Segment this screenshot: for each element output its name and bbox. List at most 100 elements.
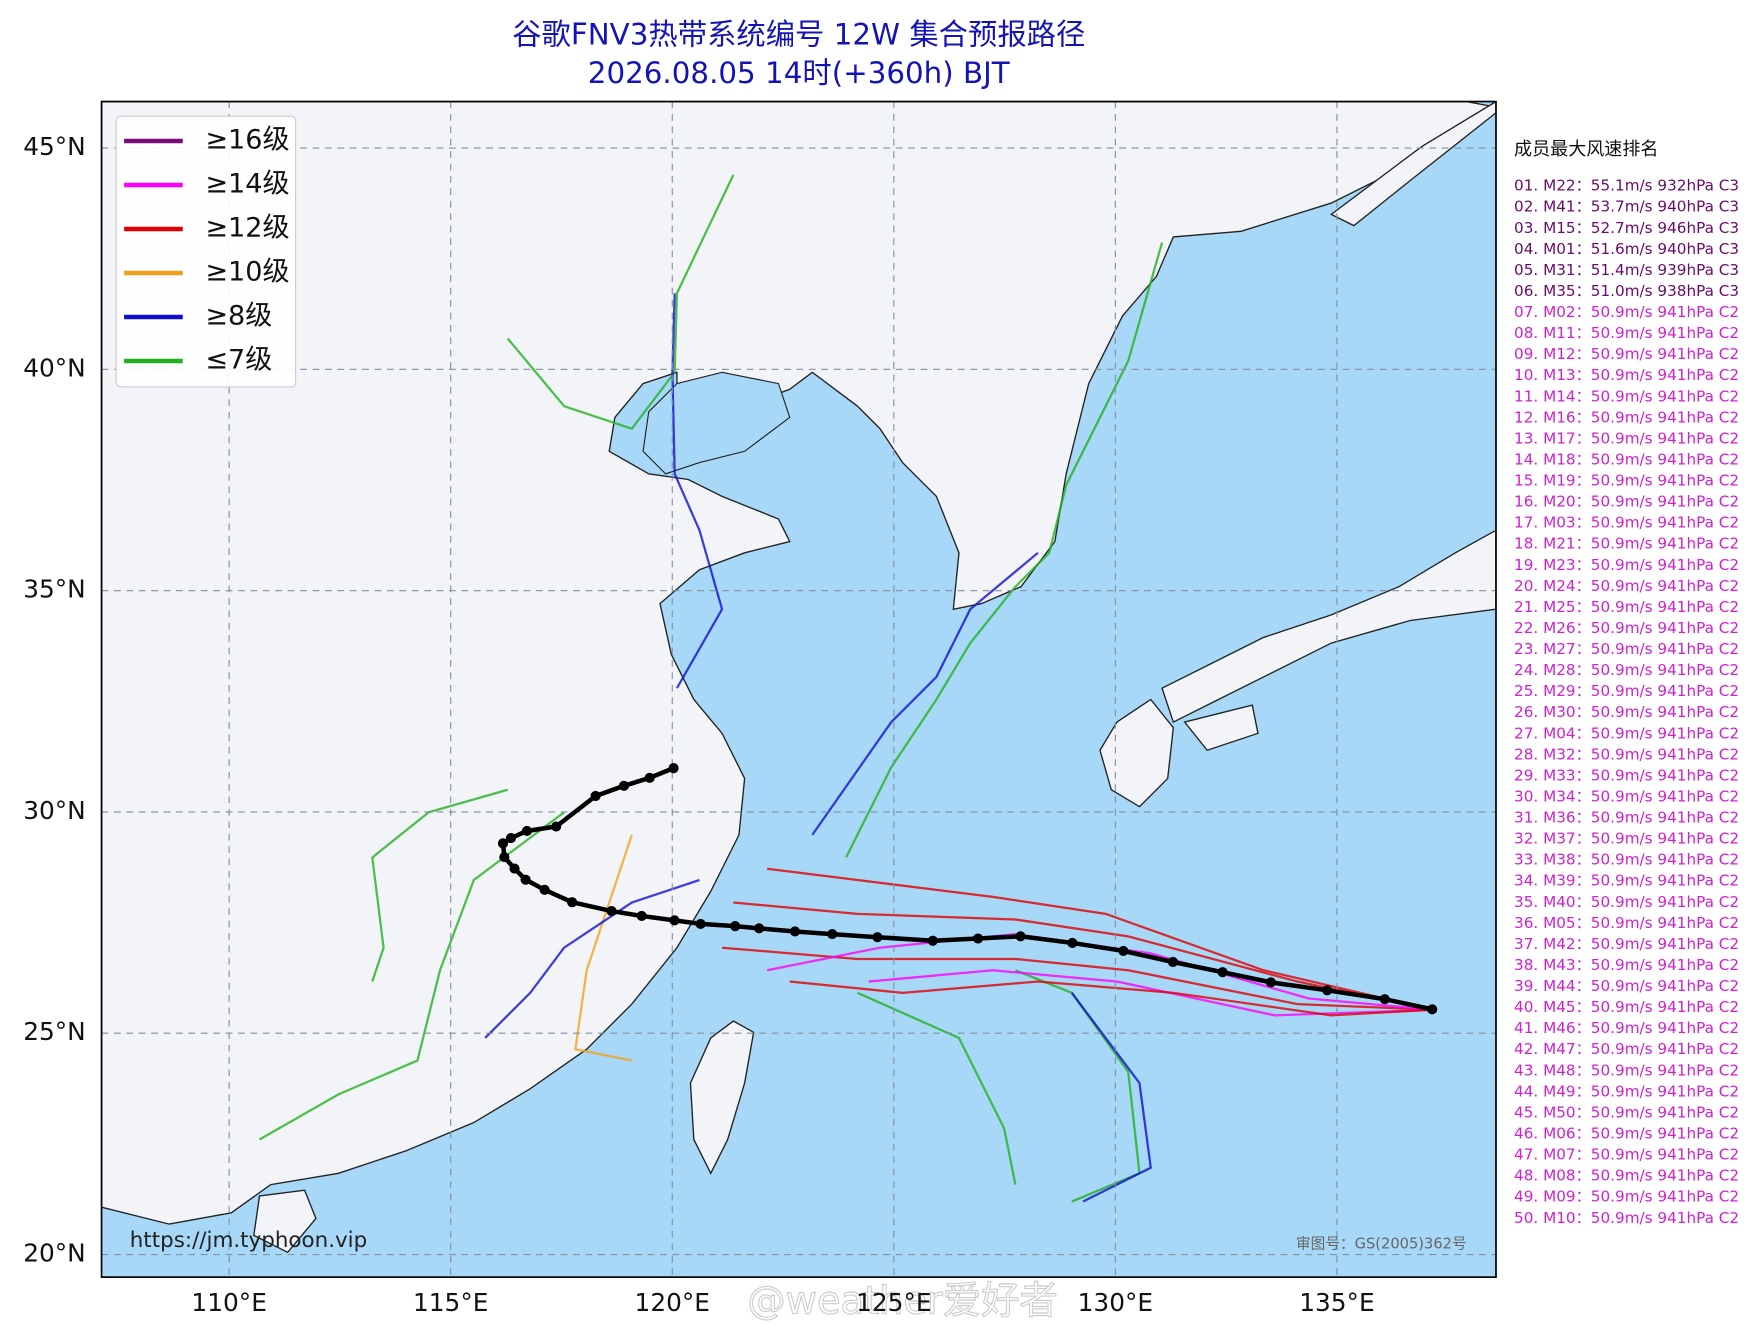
ranking-item: 09. M12：50.9m/s 941hPa C2 — [1514, 345, 1739, 363]
title: 谷歌FNV3热带系统编号 12W 集合预报路径 — [512, 18, 1085, 52]
ranking-item: 42. M47：50.9m/s 941hPa C2 — [1514, 1040, 1739, 1058]
mean-track-point — [606, 906, 617, 917]
mean-track-point — [668, 763, 679, 774]
mean-track-point — [551, 821, 562, 832]
decorative-tracks — [258, 174, 1434, 1203]
mean-track-point — [567, 897, 578, 908]
ranking-title: 成员最大风速排名 — [1514, 139, 1658, 160]
lat-tick-label: 45°N — [23, 132, 86, 161]
legend-label: ≥14级 — [205, 169, 289, 200]
ranking-item: 25. M29：50.9m/s 941hPa C2 — [1514, 682, 1739, 700]
lon-tick-label: 130°E — [1078, 1288, 1153, 1317]
ranking-item: 04. M01：51.6m/s 940hPa C3 — [1514, 240, 1739, 258]
ranking-item: 11. M14：50.9m/s 941hPa C2 — [1514, 387, 1739, 405]
mean-track-point — [827, 929, 838, 940]
legend-label: ≥8级 — [205, 301, 272, 332]
mean-track-point — [644, 772, 655, 783]
lon-tick-label: 125°E — [856, 1288, 931, 1317]
ranking-item: 13. M17：50.9m/s 941hPa C2 — [1514, 429, 1739, 447]
approval-number: 审图号：GS(2005)362号 — [1296, 1235, 1467, 1252]
mean-track-point — [539, 884, 550, 895]
lat-tick-label: 35°N — [23, 575, 86, 604]
mean-track-point — [669, 915, 680, 926]
subtitle: 2026.08.05 14时(+360h) BJT — [588, 56, 1010, 90]
mean-track-point — [872, 932, 883, 943]
ranking-item: 47. M07：50.9m/s 941hPa C2 — [1514, 1146, 1739, 1164]
mean-track-point — [1015, 931, 1026, 942]
ranking-item: 26. M30：50.9m/s 941hPa C2 — [1514, 703, 1739, 721]
ranking-item: 37. M42：50.9m/s 941hPa C2 — [1514, 935, 1739, 953]
ranking-item: 02. M41：53.7m/s 940hPa C3 — [1514, 198, 1739, 216]
mean-track-point — [509, 863, 520, 874]
ranking-item: 33. M38：50.9m/s 941hPa C2 — [1514, 851, 1739, 869]
ranking-item: 14. M18：50.9m/s 941hPa C2 — [1514, 450, 1739, 468]
ranking-item: 12. M16：50.9m/s 941hPa C2 — [1514, 408, 1739, 426]
mean-track-point — [1067, 937, 1078, 949]
lon-tick-label: 135°E — [1299, 1288, 1374, 1317]
ranking-item: 32. M37：50.9m/s 941hPa C2 — [1514, 830, 1739, 848]
lon-tick-label: 110°E — [191, 1288, 266, 1317]
lon-tick-label: 115°E — [413, 1288, 488, 1317]
ranking-item: 18. M21：50.9m/s 941hPa C2 — [1514, 535, 1739, 553]
mean-track-point — [695, 918, 706, 929]
mean-track-point — [1265, 977, 1276, 988]
ranking-item: 40. M45：50.9m/s 941hPa C2 — [1514, 998, 1739, 1016]
legend: ≥16级 ≥14级 ≥12级 ≥10级 ≥8级 ≤7级 — [115, 115, 297, 388]
mean-track-point — [730, 921, 741, 932]
mean-track-point — [1118, 945, 1129, 956]
mean-track-point — [505, 832, 517, 844]
ranking-item: 34. M39：50.9m/s 941hPa C2 — [1514, 872, 1739, 890]
mean-track-point — [1322, 985, 1333, 996]
taiwan — [689, 1020, 755, 1175]
mean-track-point — [789, 926, 801, 937]
ranking-item: 38. M43：50.9m/s 941hPa C2 — [1514, 956, 1739, 974]
mean-track-point — [754, 923, 765, 934]
ranking-item: 29. M33：50.9m/s 941hPa C2 — [1514, 766, 1739, 784]
ranking-list: 01. M22：55.1m/s 932hPa C3 02. M41：53.7m/s… — [1514, 177, 1739, 1227]
lat-tick-label: 30°N — [23, 796, 86, 825]
ranking-item: 50. M10：50.9m/s 941hPa C2 — [1514, 1209, 1739, 1227]
lat-tick-label: 25°N — [23, 1017, 86, 1046]
ranking-item: 35. M40：50.9m/s 941hPa C2 — [1514, 893, 1739, 911]
mean-track-point — [1427, 1004, 1438, 1015]
ranking-item: 21. M25：50.9m/s 941hPa C2 — [1514, 598, 1739, 616]
lon-tick-label: 120°E — [635, 1288, 710, 1317]
legend-label: ≤7级 — [205, 345, 272, 376]
mean-track-point — [499, 852, 510, 863]
mean-track — [497, 763, 1438, 1015]
ranking-item: 10. M13：50.9m/s 941hPa C2 — [1514, 366, 1739, 384]
mean-track-point — [590, 790, 601, 802]
ranking-item: 03. M15：52.7m/s 946hPa C3 — [1514, 219, 1739, 237]
mean-track-point — [618, 780, 630, 791]
watermark: @weather爱好者 — [747, 1279, 1058, 1324]
japan-kyushu — [1099, 698, 1175, 808]
ranking-item: 48. M08：50.9m/s 941hPa C2 — [1514, 1167, 1739, 1185]
ranking-item: 16. M20：50.9m/s 941hPa C2 — [1514, 493, 1739, 511]
mean-track-point — [1379, 994, 1390, 1005]
mean-track-point — [927, 935, 938, 946]
lat-tick-label: 20°N — [23, 1239, 86, 1268]
lat-tick-label: 40°N — [23, 353, 86, 382]
ranking-item: 08. M11：50.9m/s 941hPa C2 — [1514, 324, 1739, 342]
ranking-item: 23. M27：50.9m/s 941hPa C2 — [1514, 640, 1739, 658]
ranking-item: 28. M32：50.9m/s 941hPa C2 — [1514, 745, 1739, 763]
mean-track-point — [521, 825, 532, 837]
map-frame — [100, 100, 1497, 1278]
hainan — [253, 1189, 317, 1254]
ranking-item: 15. M19：50.9m/s 941hPa C2 — [1514, 472, 1739, 490]
ranking-item: 39. M44：50.9m/s 941hPa C2 — [1514, 977, 1739, 995]
japan-shikoku — [1183, 704, 1259, 752]
ranking-item: 36. M05：50.9m/s 941hPa C2 — [1514, 914, 1739, 932]
ranking-item: 17. M03：50.9m/s 941hPa C2 — [1514, 514, 1739, 532]
russia-far-east — [1329, 101, 1496, 227]
ranking-item: 01. M22：55.1m/s 932hPa C3 — [1514, 177, 1739, 195]
ranking-item: 44. M49：50.9m/s 941hPa C2 — [1514, 1082, 1739, 1100]
mean-track-point — [1167, 956, 1179, 968]
ranking-item: 46. M06：50.9m/s 941hPa C2 — [1514, 1125, 1739, 1143]
legend-label: ≥16级 — [205, 125, 289, 156]
ranking-item: 31. M36：50.9m/s 941hPa C2 — [1514, 809, 1739, 827]
japan-honshu — [1161, 529, 1496, 724]
ranking-item: 30. M34：50.9m/s 941hPa C2 — [1514, 787, 1739, 805]
mean-track-point — [497, 838, 509, 849]
